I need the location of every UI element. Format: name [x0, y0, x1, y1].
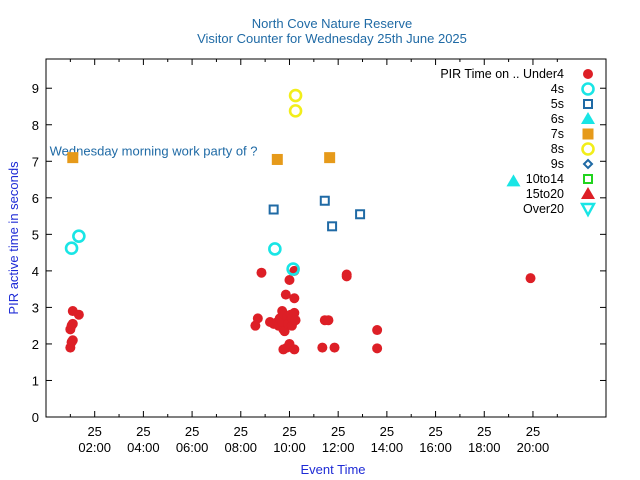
data-point-5s — [319, 195, 330, 206]
legend-label: 15to20 — [526, 187, 564, 201]
legend-label: 8s — [551, 142, 564, 156]
data-point-8s — [288, 104, 303, 118]
data-point-5s — [268, 204, 279, 215]
chart-subtitle: Visitor Counter for Wednesday 25th June … — [197, 31, 467, 46]
legend-marker-15to20 — [581, 187, 595, 199]
data-point-under4 — [284, 275, 295, 286]
x-tick-day-label: 25 — [331, 424, 345, 439]
legend-label: Over20 — [523, 202, 564, 216]
x-tick-day-label: 25 — [185, 424, 199, 439]
data-point-6s — [506, 174, 521, 187]
legend-marker-4s — [581, 82, 595, 96]
data-points — [64, 88, 536, 355]
y-tick-label: 9 — [32, 81, 39, 96]
data-point-under4 — [280, 289, 291, 300]
x-axis-title: Event Time — [300, 462, 365, 477]
legend-label: 4s — [551, 82, 564, 96]
legend-label: 10to14 — [526, 172, 564, 186]
legend-marker-8s — [581, 142, 595, 156]
y-axis: 0 1 2 3 4 5 6 7 8 9 — [32, 81, 606, 425]
x-tick-time-label: 14:00 — [371, 440, 404, 455]
legend-marker-over20 — [579, 202, 597, 218]
legend-marker-7s — [582, 128, 594, 140]
y-tick-label: 2 — [32, 337, 39, 352]
legend-marker-10to14 — [583, 174, 593, 184]
x-tick-time-label: 12:00 — [322, 440, 355, 455]
y-tick-label: 7 — [32, 154, 39, 169]
data-point-4s — [268, 242, 282, 256]
x-tick-day-label: 25 — [428, 424, 442, 439]
data-point-8s — [288, 88, 303, 103]
data-point-5s — [355, 209, 366, 220]
data-point-5s — [327, 221, 338, 232]
x-tick-day-label: 25 — [282, 424, 296, 439]
x-tick-time-label: 16:00 — [419, 440, 452, 455]
data-point-under4 — [250, 320, 261, 331]
legend-label: 5s — [551, 97, 564, 111]
data-point-7s — [271, 153, 283, 165]
x-tick-time-label: 18:00 — [468, 440, 501, 455]
x-tick-day-label: 25 — [234, 424, 248, 439]
x-tick-time-label: 08:00 — [225, 440, 258, 455]
y-tick-label: 1 — [32, 373, 39, 388]
y-tick-label: 8 — [32, 118, 39, 133]
y-tick-label: 6 — [32, 191, 39, 206]
data-point-under4 — [525, 273, 536, 284]
x-tick-day-label: 25 — [87, 424, 101, 439]
x-tick-day-label: 25 — [477, 424, 491, 439]
legend: PIR Time on .. Under44s5s6s7s8s9s10to141… — [440, 67, 597, 218]
legend-marker-under4 — [583, 69, 593, 79]
y-tick-label: 5 — [32, 227, 39, 242]
legend-marker-9s — [582, 158, 594, 170]
data-point-7s — [67, 152, 79, 164]
y-tick-label: 3 — [32, 300, 39, 315]
data-point-under4 — [67, 318, 78, 329]
data-point-under4 — [290, 315, 301, 326]
legend-marker-6s — [581, 112, 595, 124]
legend-label: PIR Time on .. Under4 — [440, 67, 564, 81]
x-axis: 2502:002504:002506:002508:002510:002512:… — [69, 59, 558, 455]
data-point-under4 — [256, 267, 267, 278]
legend-marker-5s — [583, 99, 593, 109]
data-point-under4 — [67, 335, 78, 346]
y-axis-title: PIR active time in seconds — [6, 161, 21, 315]
data-point-under4 — [323, 315, 334, 326]
x-tick-time-label: 04:00 — [127, 440, 160, 455]
plot-frame — [45, 58, 607, 418]
data-point-under4 — [73, 309, 84, 320]
legend-label: 7s — [551, 127, 564, 141]
x-tick-day-label: 25 — [136, 424, 150, 439]
x-tick-time-label: 10:00 — [273, 440, 306, 455]
x-tick-time-label: 06:00 — [176, 440, 209, 455]
data-point-under4 — [329, 342, 340, 353]
data-point-under4 — [372, 343, 383, 354]
data-point-4s — [64, 241, 79, 256]
x-tick-time-label: 02:00 — [78, 440, 111, 455]
data-point-under4 — [289, 344, 300, 355]
data-point-7s — [324, 152, 336, 164]
legend-label: 9s — [551, 157, 564, 171]
y-tick-label: 0 — [32, 410, 39, 425]
x-tick-day-label: 25 — [526, 424, 540, 439]
chart-title: North Cove Nature Reserve — [252, 16, 412, 31]
data-point-under4 — [289, 293, 300, 304]
y-tick-label: 4 — [32, 264, 39, 279]
data-point-under4 — [341, 271, 352, 282]
data-point-under4 — [317, 342, 328, 353]
data-point-4s — [72, 229, 86, 243]
data-point-4s — [286, 262, 300, 276]
data-point-under4 — [372, 325, 383, 336]
x-tick-time-label: 20:00 — [517, 440, 550, 455]
x-tick-day-label: 25 — [380, 424, 394, 439]
annotation-text: Wednesday morning work party of ? — [50, 143, 258, 158]
legend-label: 6s — [551, 112, 564, 126]
